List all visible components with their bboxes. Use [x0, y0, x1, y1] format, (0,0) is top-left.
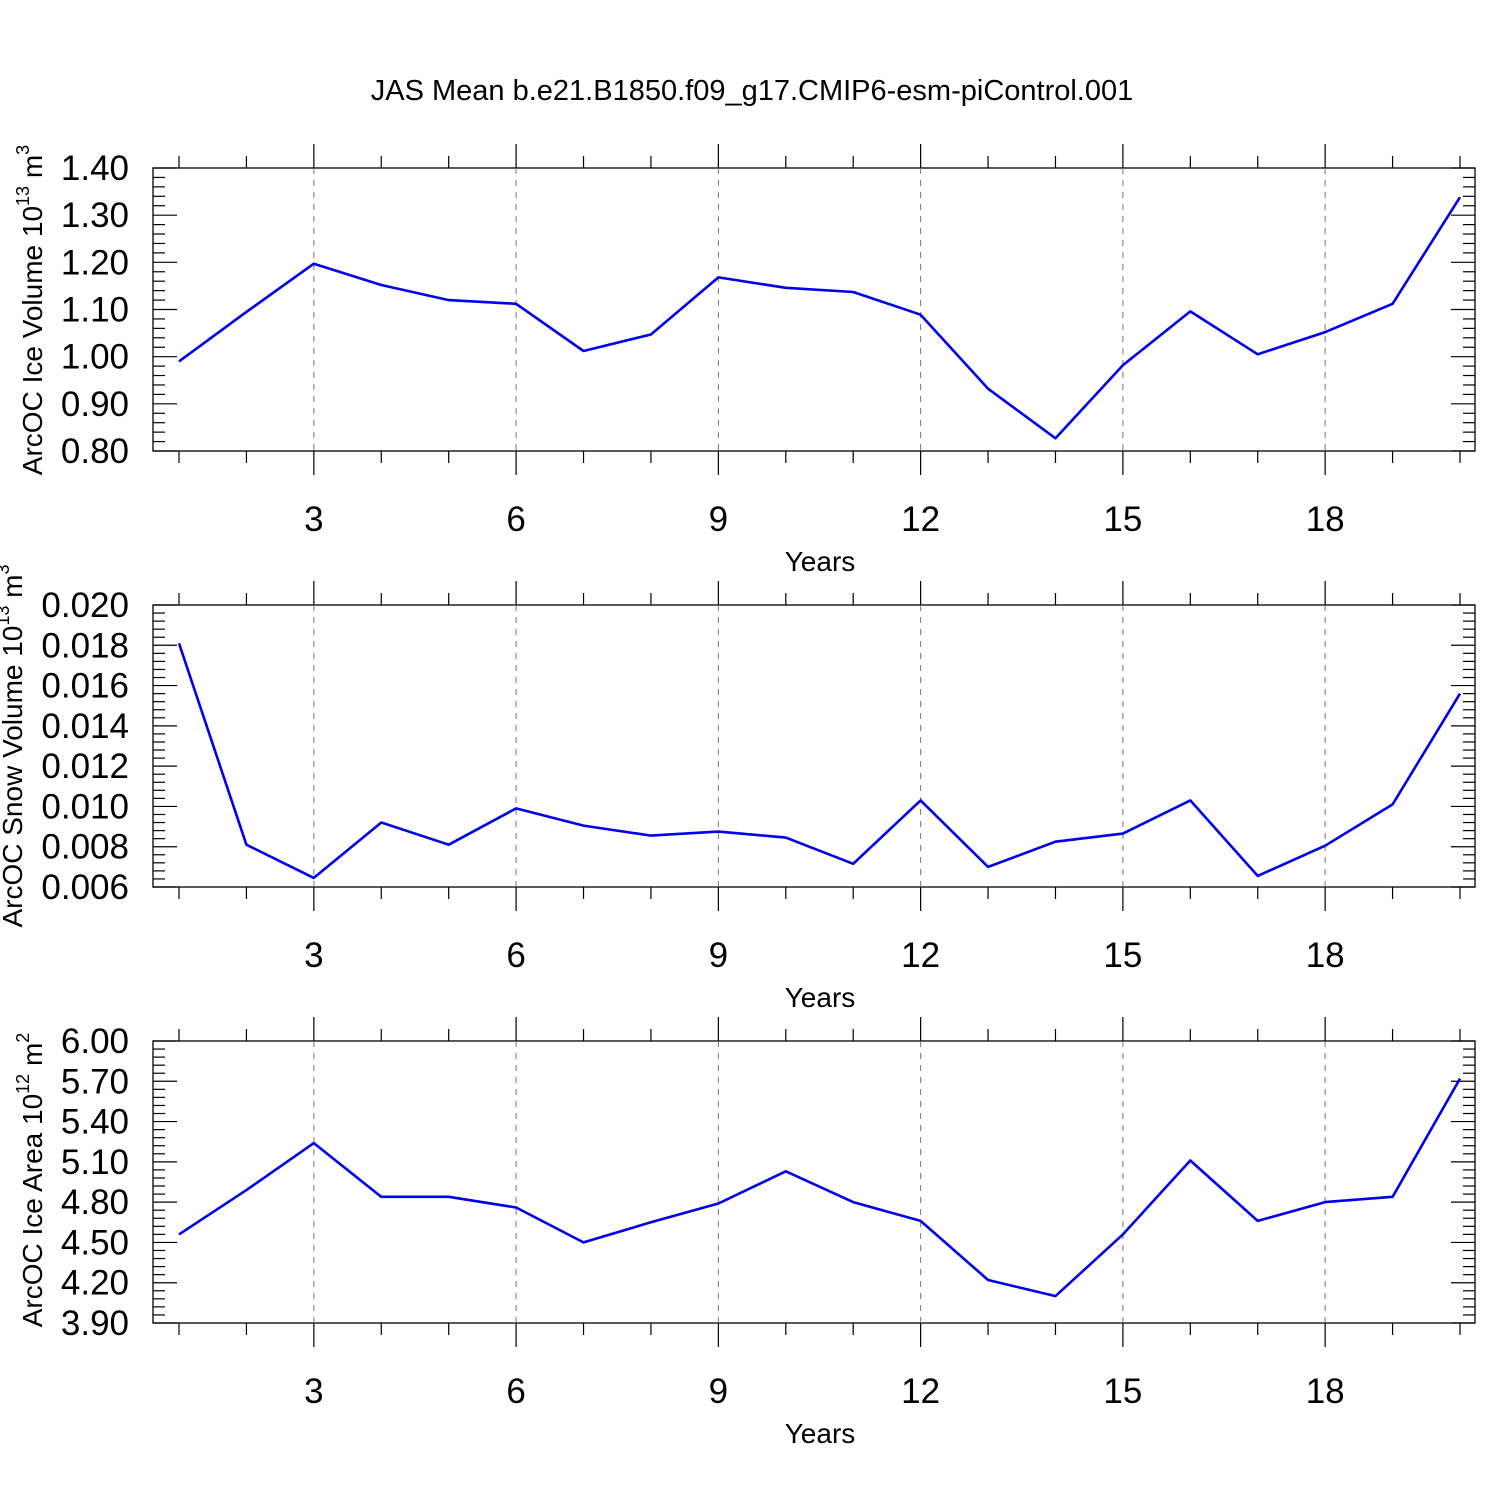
x-tick-label: 6 — [506, 1372, 525, 1411]
y-tick-label: 0.016 — [41, 667, 129, 706]
x-tick-label: 6 — [506, 500, 525, 539]
y-tick-label: 4.50 — [61, 1223, 129, 1262]
y-tick-label: 0.80 — [61, 432, 129, 471]
x-tick-label: 18 — [1306, 936, 1345, 975]
x-tick-label: 18 — [1306, 1372, 1345, 1411]
series-line — [177, 642, 1462, 880]
x-tick-label: 9 — [709, 500, 728, 539]
y-axis-title-exponent: 12 — [13, 1074, 33, 1094]
y-tick-label: 5.40 — [61, 1103, 129, 1142]
x-tick-label: 3 — [304, 500, 323, 539]
y-axis-title-unit-exponent: 3 — [13, 145, 33, 155]
y-tick-label: 0.90 — [61, 385, 129, 424]
x-axis-title: Years — [785, 982, 856, 1013]
y-tick-label: 1.20 — [61, 243, 129, 282]
plot-frame — [152, 604, 1476, 888]
y-axis-title: ArcOC Snow Volume 1013 m3 — [0, 564, 28, 927]
y-tick-label: 5.10 — [61, 1143, 129, 1182]
y-axis-title-unit-exponent: 2 — [13, 1033, 33, 1043]
y-axis-title: ArcOC Ice Area 1012 m2 — [13, 1033, 48, 1328]
y-tick-label: 4.20 — [61, 1264, 129, 1303]
y-tick-label: 4.80 — [61, 1183, 129, 1222]
panel-snow-volume: 3 6 9 12 15 18Years0.0060.0080.0100.0120.0140… — [0, 564, 1476, 1013]
x-tick-label: 9 — [709, 936, 728, 975]
y-tick-label: 3.90 — [61, 1304, 129, 1343]
y-tick-label: 0.012 — [41, 747, 129, 786]
x-tick-label: 12 — [901, 1372, 940, 1411]
y-tick-label: 0.014 — [41, 707, 129, 746]
y-tick-label: 6.00 — [61, 1022, 129, 1061]
y-tick-label: 1.30 — [61, 196, 129, 235]
series-line — [178, 196, 1462, 440]
x-tick-label: 15 — [1103, 500, 1142, 539]
y-axis-title: ArcOC Ice Volume 1013 m3 — [13, 145, 48, 475]
x-tick-label: 15 — [1103, 936, 1142, 975]
x-tick-label: 3 — [304, 1372, 323, 1411]
y-axis-title-unit-exponent: 3 — [0, 564, 13, 574]
y-tick-label: 1.10 — [61, 291, 129, 330]
y-tick-label: 0.018 — [41, 626, 129, 665]
x-tick-label: 18 — [1306, 500, 1345, 539]
x-axis-title: Years — [785, 1418, 856, 1449]
x-tick-label: 15 — [1103, 1372, 1142, 1411]
y-tick-label: 1.00 — [61, 338, 129, 377]
y-tick-label: 0.006 — [41, 868, 129, 907]
y-tick-label: 0.020 — [41, 586, 129, 625]
x-axis-title: Years — [785, 546, 856, 577]
y-axis-title-unit: m — [0, 574, 28, 605]
panel-ice-area: 3 6 9 12 15 18 Years 3.904.204.504.805.105.405.… — [13, 1017, 1476, 1449]
y-axis-title-unit: m — [17, 1043, 48, 1074]
y-tick-label: 5.70 — [61, 1062, 129, 1101]
y-axis-title-text: ArcOC Ice Area 10 — [17, 1094, 48, 1327]
figure-title: JAS Mean b.e21.B1850.f09_g17.CMIP6-esm-p… — [371, 75, 1134, 107]
y-axis-title-exponent: 13 — [13, 186, 33, 206]
y-axis-title-text: ArcOC Ice Volume 10 — [17, 206, 48, 475]
x-tick-label: 12 — [901, 500, 940, 539]
series-line — [178, 1077, 1462, 1298]
y-axis-title-unit: m — [17, 155, 48, 186]
y-tick-label: 0.008 — [41, 828, 129, 867]
panel-ice-volume: 3 6 9 12 15 18 Years 0.80 0.90 1.00 1.10 1.20 1.30 1.… — [13, 144, 1476, 577]
x-tick-label: 6 — [506, 936, 525, 975]
y-axis-title-text: ArcOC Snow Volume 10 — [0, 626, 28, 928]
plot-frame — [152, 1040, 1476, 1324]
x-tick-label: 12 — [901, 936, 940, 975]
x-tick-label: 9 — [709, 1372, 728, 1411]
y-axis-title-exponent: 13 — [0, 606, 13, 626]
y-tick-label: 1.40 — [61, 149, 129, 188]
x-tick-label: 3 — [304, 936, 323, 975]
y-tick-label: 0.010 — [41, 787, 129, 826]
